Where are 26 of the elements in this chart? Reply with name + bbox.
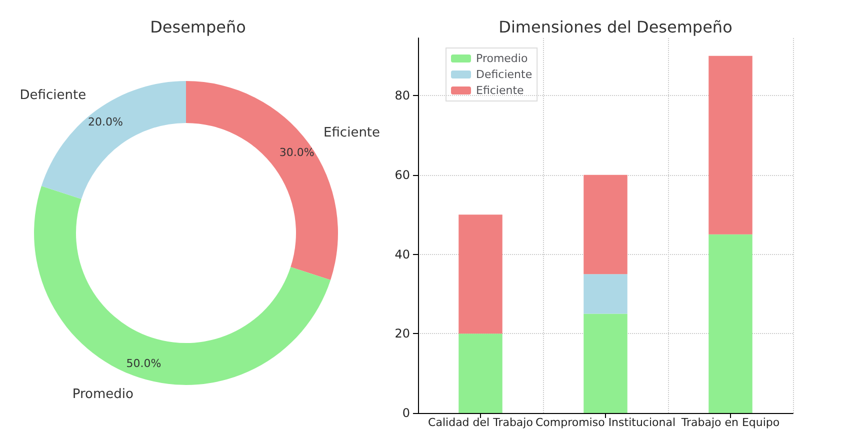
x-tick-label: Trabajo en Equipo — [680, 416, 780, 429]
bar — [584, 314, 628, 413]
bar — [458, 334, 502, 413]
y-tick-label: 0 — [402, 406, 410, 420]
bar — [584, 174, 628, 274]
data-label: 20.0% — [88, 116, 123, 129]
bar — [458, 214, 502, 334]
legend-label: Promedio — [476, 52, 528, 65]
y-tick-label: 60 — [394, 168, 410, 182]
data-label: 30.0% — [279, 146, 314, 159]
slice-label: Deficiente — [20, 88, 86, 103]
y-tick-label: 20 — [394, 326, 410, 341]
x-tick-label: Compromiso Institucional — [535, 416, 676, 429]
bar — [708, 234, 752, 413]
bar — [708, 56, 752, 234]
legend-label: Eficiente — [476, 84, 524, 97]
chart-title: Desempeño — [150, 18, 246, 36]
slice-label: Eficiente — [324, 126, 380, 141]
legend-label: Deficiente — [476, 68, 532, 81]
chart-title: Dimensiones del Desempeño — [498, 18, 732, 36]
bar — [584, 274, 628, 314]
data-label: 50.0% — [126, 356, 162, 370]
y-tick-label: 80 — [394, 88, 410, 103]
x-tick-label: Calidad del Trabajo — [428, 416, 534, 429]
y-tick-label: 40 — [394, 247, 410, 262]
slice-label: Promedio — [72, 387, 134, 402]
